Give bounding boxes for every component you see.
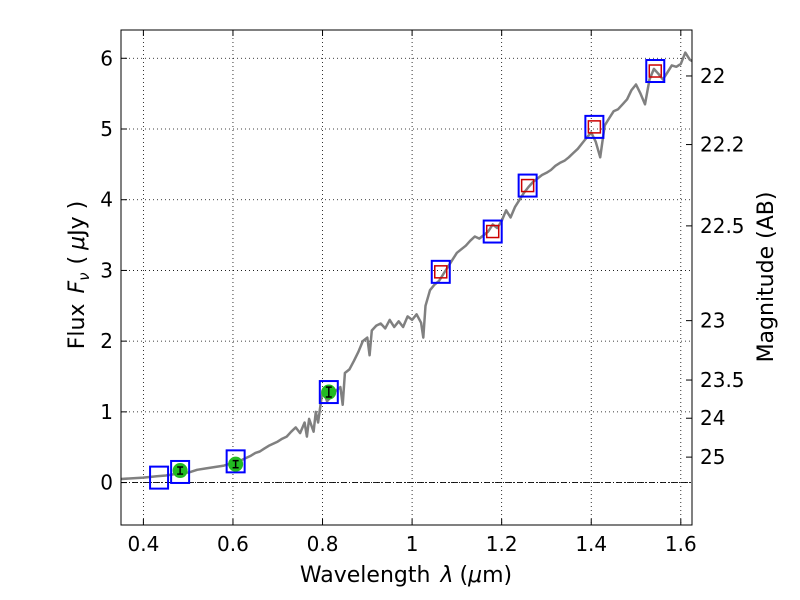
model-box: [149, 465, 170, 490]
y2-tick-label: 22.5: [700, 214, 745, 238]
observed-photometry: [172, 384, 337, 479]
model-box: [170, 459, 191, 484]
y2-tick-label: 22: [700, 64, 725, 88]
y-tick-label: 0: [100, 471, 113, 495]
y2-tick-label: 24: [700, 406, 725, 430]
x-tick-label: 1.6: [665, 532, 697, 556]
y2-tick-label: 25: [700, 445, 725, 469]
model-box-inner: [520, 178, 535, 193]
model-box: [225, 449, 246, 474]
y-tick-label: 4: [100, 188, 113, 212]
x-tick-label: 0.4: [127, 532, 159, 556]
model-box-inner: [648, 64, 663, 78]
x-tick-label: 0.8: [307, 532, 339, 556]
x-tick-label: 1: [406, 532, 419, 556]
axis-ticks: 0.4 0.6 0.8 1 1.2 1.4 1.601234562222.222.52323…: [100, 30, 745, 556]
plot-frame: [120, 29, 693, 526]
x-tick-label: 0.6: [217, 532, 249, 556]
model-box: [430, 259, 451, 284]
y-tick-label: 3: [100, 258, 113, 282]
grid: [121, 30, 692, 525]
model-box: [645, 59, 666, 84]
model-box-inner: [434, 265, 448, 279]
y-tick-label: 2: [100, 329, 113, 353]
model-box-inner: [587, 120, 602, 134]
y-axis-label: FluxFν(μJy ): [65, 201, 93, 349]
spectrum-line: [120, 51, 693, 481]
y2-tick-label: 23: [700, 309, 725, 333]
y-tick-label: 6: [100, 46, 113, 70]
y2-tick-label: 22.2: [700, 133, 745, 157]
y-tick-label: 1: [100, 400, 113, 424]
model-box: [482, 219, 503, 244]
y2-axis-label: Magnitude (AB): [754, 192, 779, 363]
y2-tick-label: 23.5: [700, 368, 745, 392]
model-box-inner: [485, 224, 500, 239]
x-axis-label: Wavelength λ (μm): [300, 563, 512, 588]
model-box: [584, 114, 605, 139]
x-tick-label: 1.4: [575, 532, 607, 556]
model-box: [517, 173, 538, 198]
y-tick-label: 5: [100, 117, 113, 141]
x-tick-label: 1.2: [486, 532, 518, 556]
model-box: [318, 380, 339, 405]
model-photometry-boxes: [149, 59, 666, 490]
